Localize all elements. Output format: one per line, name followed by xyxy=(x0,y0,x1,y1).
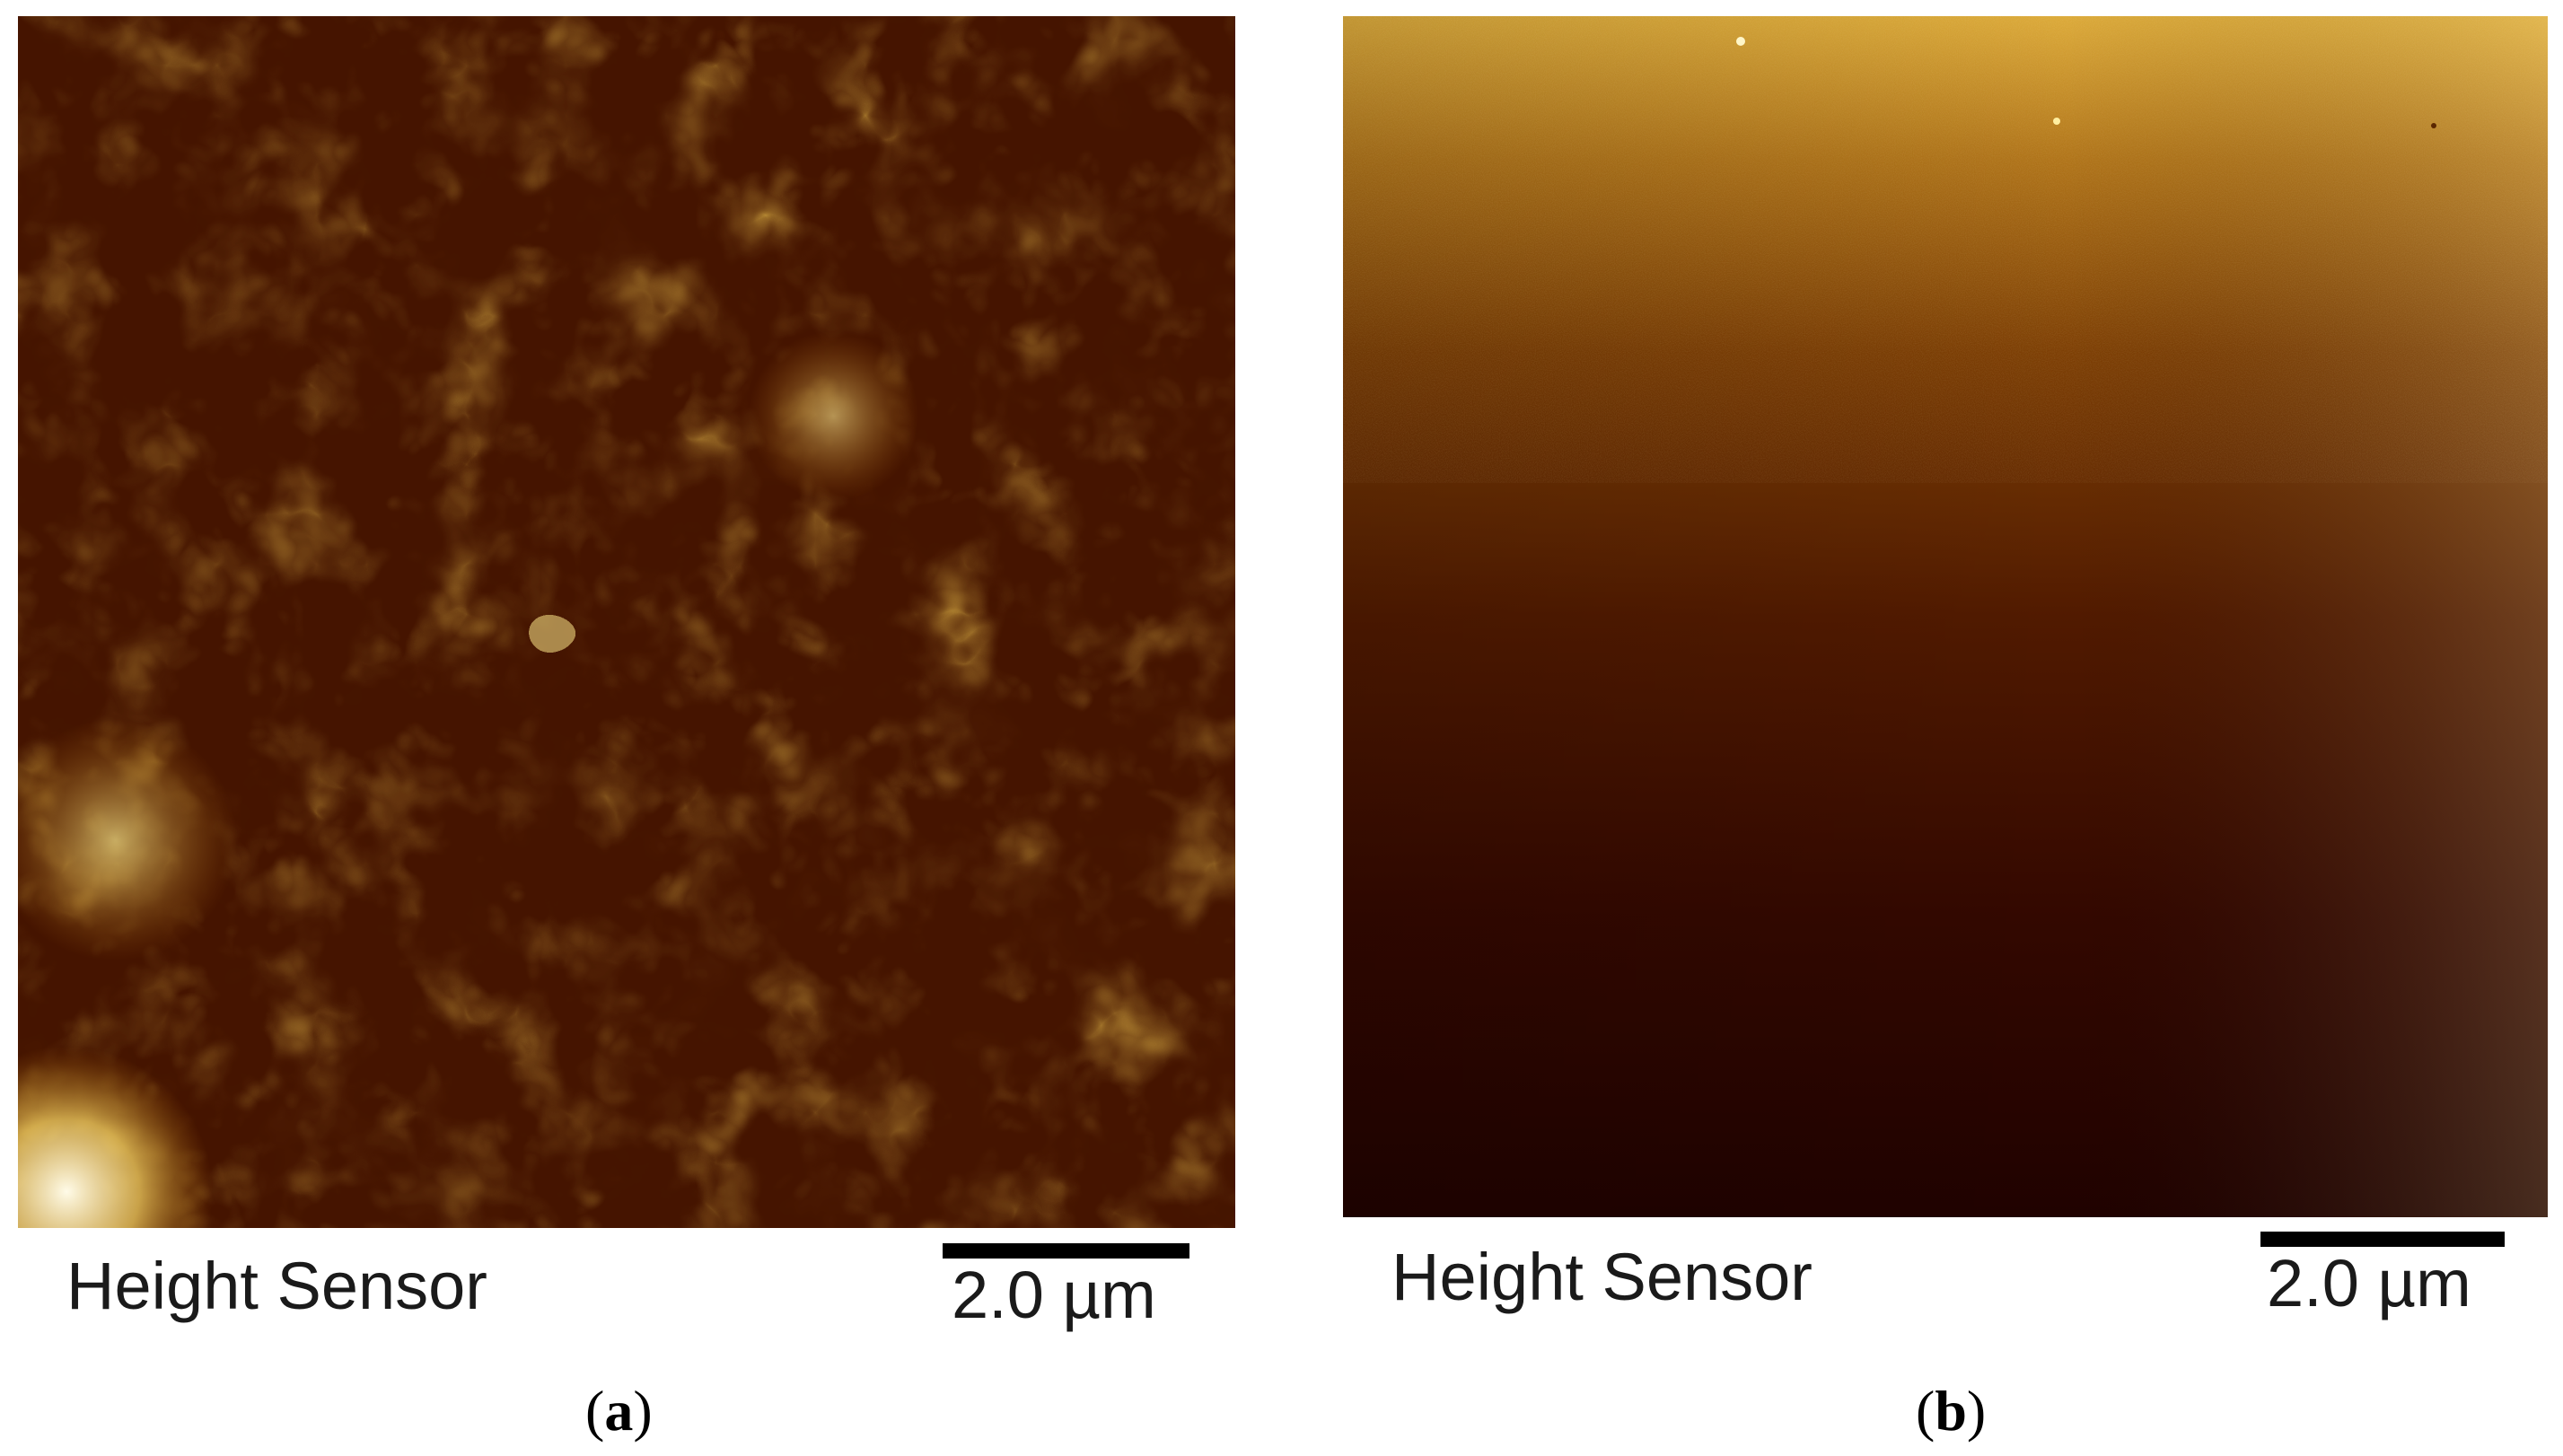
channel-label-a: Height Sensor xyxy=(66,1249,487,1323)
scale-bar-b xyxy=(2260,1232,2505,1247)
panel-caption-a: (a) xyxy=(585,1379,653,1443)
channel-label-b: Height Sensor xyxy=(1391,1240,1813,1314)
scale-bar-label-a: 2.0 µm xyxy=(952,1258,1156,1332)
scale-bar-a xyxy=(943,1243,1189,1259)
scale-bar-label-b: 2.0 µm xyxy=(2267,1246,2471,1320)
panel-caption-b: (b) xyxy=(1916,1379,1987,1443)
afm-height-image-b xyxy=(1343,16,2548,1217)
panel-caption-letter-a: a xyxy=(604,1379,634,1443)
panel-caption-letter-b: b xyxy=(1935,1379,1967,1443)
afm-height-image-a xyxy=(18,16,1235,1228)
